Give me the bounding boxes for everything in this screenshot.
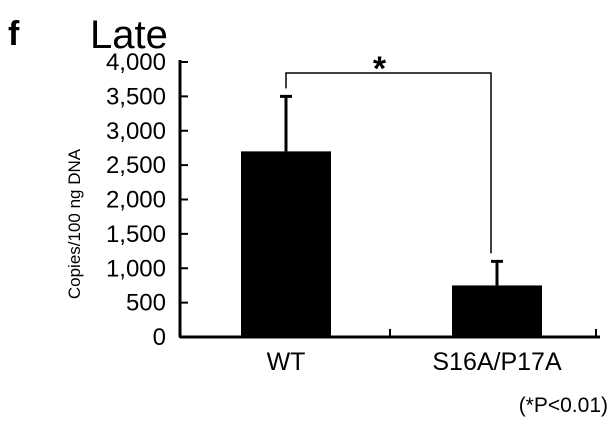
bracket-line xyxy=(285,72,492,254)
chart-title: Late xyxy=(90,13,168,57)
significance-bracket: * xyxy=(285,50,492,254)
panel-letter: f xyxy=(8,15,20,53)
x-tick-label: S16A/P17A xyxy=(432,348,562,376)
bar xyxy=(452,285,542,337)
y-tick-label: 2,500 xyxy=(106,152,166,179)
y-tick-label: 1,500 xyxy=(106,221,166,248)
y-axis-label: Copies/100 ng DNA xyxy=(65,148,84,299)
y-tick-label: 0 xyxy=(153,324,166,351)
bar xyxy=(241,151,331,337)
significance-star: * xyxy=(373,50,387,88)
y-axis: 0 500 1,000 1,500 2,000 2,500 3,000 3,500 4,000 xyxy=(106,49,188,351)
y-tick-label: 2,000 xyxy=(106,187,166,214)
p-value-note: (*P<0.01) xyxy=(519,394,608,417)
bars xyxy=(241,151,542,337)
error-bars xyxy=(280,94,503,286)
y-tick-label: 500 xyxy=(126,290,166,317)
x-tick-label: WT xyxy=(267,348,306,376)
y-tick-label: 4,000 xyxy=(106,49,166,76)
y-tick-label: 3,500 xyxy=(106,83,166,110)
y-tick-label: 1,000 xyxy=(106,255,166,282)
y-tick-label: 3,000 xyxy=(106,118,166,145)
